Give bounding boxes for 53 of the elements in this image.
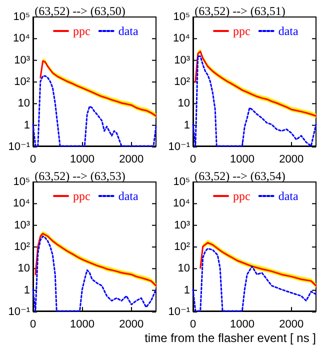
x-tick-label: 0: [190, 318, 196, 330]
y-tick-label: 10⁻¹: [168, 306, 190, 318]
legend-label: ppc: [73, 189, 90, 203]
x-tick-label: 2000: [279, 318, 304, 330]
x-tick-label: 1000: [230, 318, 254, 330]
x-tick-label: 0: [190, 154, 196, 166]
chart-title: (63,52) --> (63,53): [34, 169, 126, 183]
x-tick-label: 2000: [119, 154, 144, 166]
x-tick-label: 1000: [230, 154, 254, 166]
y-tick-label: 1: [24, 284, 30, 296]
x-axis-title: time from the flasher event [ ns ]: [144, 331, 316, 345]
y-tick-label: 10: [18, 98, 30, 110]
chart-title: (63,52) --> (63,54): [194, 169, 286, 183]
y-tick-label: 10³: [174, 54, 190, 66]
y-tick-label: 10⁵: [173, 11, 190, 23]
y-tick-label: 10³: [14, 54, 30, 66]
y-tick-label: 10⁻¹: [8, 141, 30, 153]
legend-label: ppc: [233, 189, 250, 203]
y-tick-label: 10²: [174, 241, 190, 253]
y-tick-label: 10: [178, 98, 190, 110]
y-tick-label: 10⁵: [173, 176, 190, 188]
x-tick-label: 2000: [119, 318, 144, 330]
y-tick-label: 10⁴: [13, 32, 30, 45]
legend-label: ppc: [233, 24, 250, 38]
y-tick-label: 10⁴: [173, 32, 190, 45]
y-tick-label: 10²: [14, 76, 30, 88]
x-tick-label: 1000: [70, 318, 94, 330]
y-tick-label: 10⁴: [173, 198, 190, 210]
y-tick-label: 10⁴: [13, 198, 30, 210]
legend-label: data: [118, 189, 139, 203]
y-tick-label: 1: [184, 284, 190, 296]
y-tick-label: 10²: [14, 241, 30, 253]
y-tick-label: 10: [18, 262, 30, 275]
y-tick-label: 10³: [174, 219, 190, 232]
y-tick-label: 1: [24, 119, 30, 132]
y-tick-label: 10⁵: [13, 11, 30, 23]
legend-label: data: [278, 189, 299, 203]
y-tick-label: 10⁵: [13, 176, 30, 188]
chart-title: (63,52) --> (63,50): [34, 4, 126, 18]
y-tick-label: 10⁻¹: [8, 306, 30, 318]
y-tick-label: 10³: [14, 219, 30, 232]
y-tick-label: 10²: [174, 76, 190, 88]
legend-label: ppc: [73, 24, 90, 38]
legend-label: data: [278, 24, 299, 38]
chart-title: (63,52) --> (63,51): [194, 4, 286, 18]
x-tick-label: 1000: [70, 154, 94, 166]
x-tick-label: 0: [30, 318, 36, 330]
x-tick-label: 2000: [279, 154, 304, 166]
y-tick-label: 10: [178, 262, 190, 275]
y-tick-label: 1: [184, 119, 190, 132]
y-tick-label: 10⁻¹: [168, 141, 190, 153]
x-tick-label: 0: [30, 154, 36, 166]
legend-label: data: [118, 24, 139, 38]
